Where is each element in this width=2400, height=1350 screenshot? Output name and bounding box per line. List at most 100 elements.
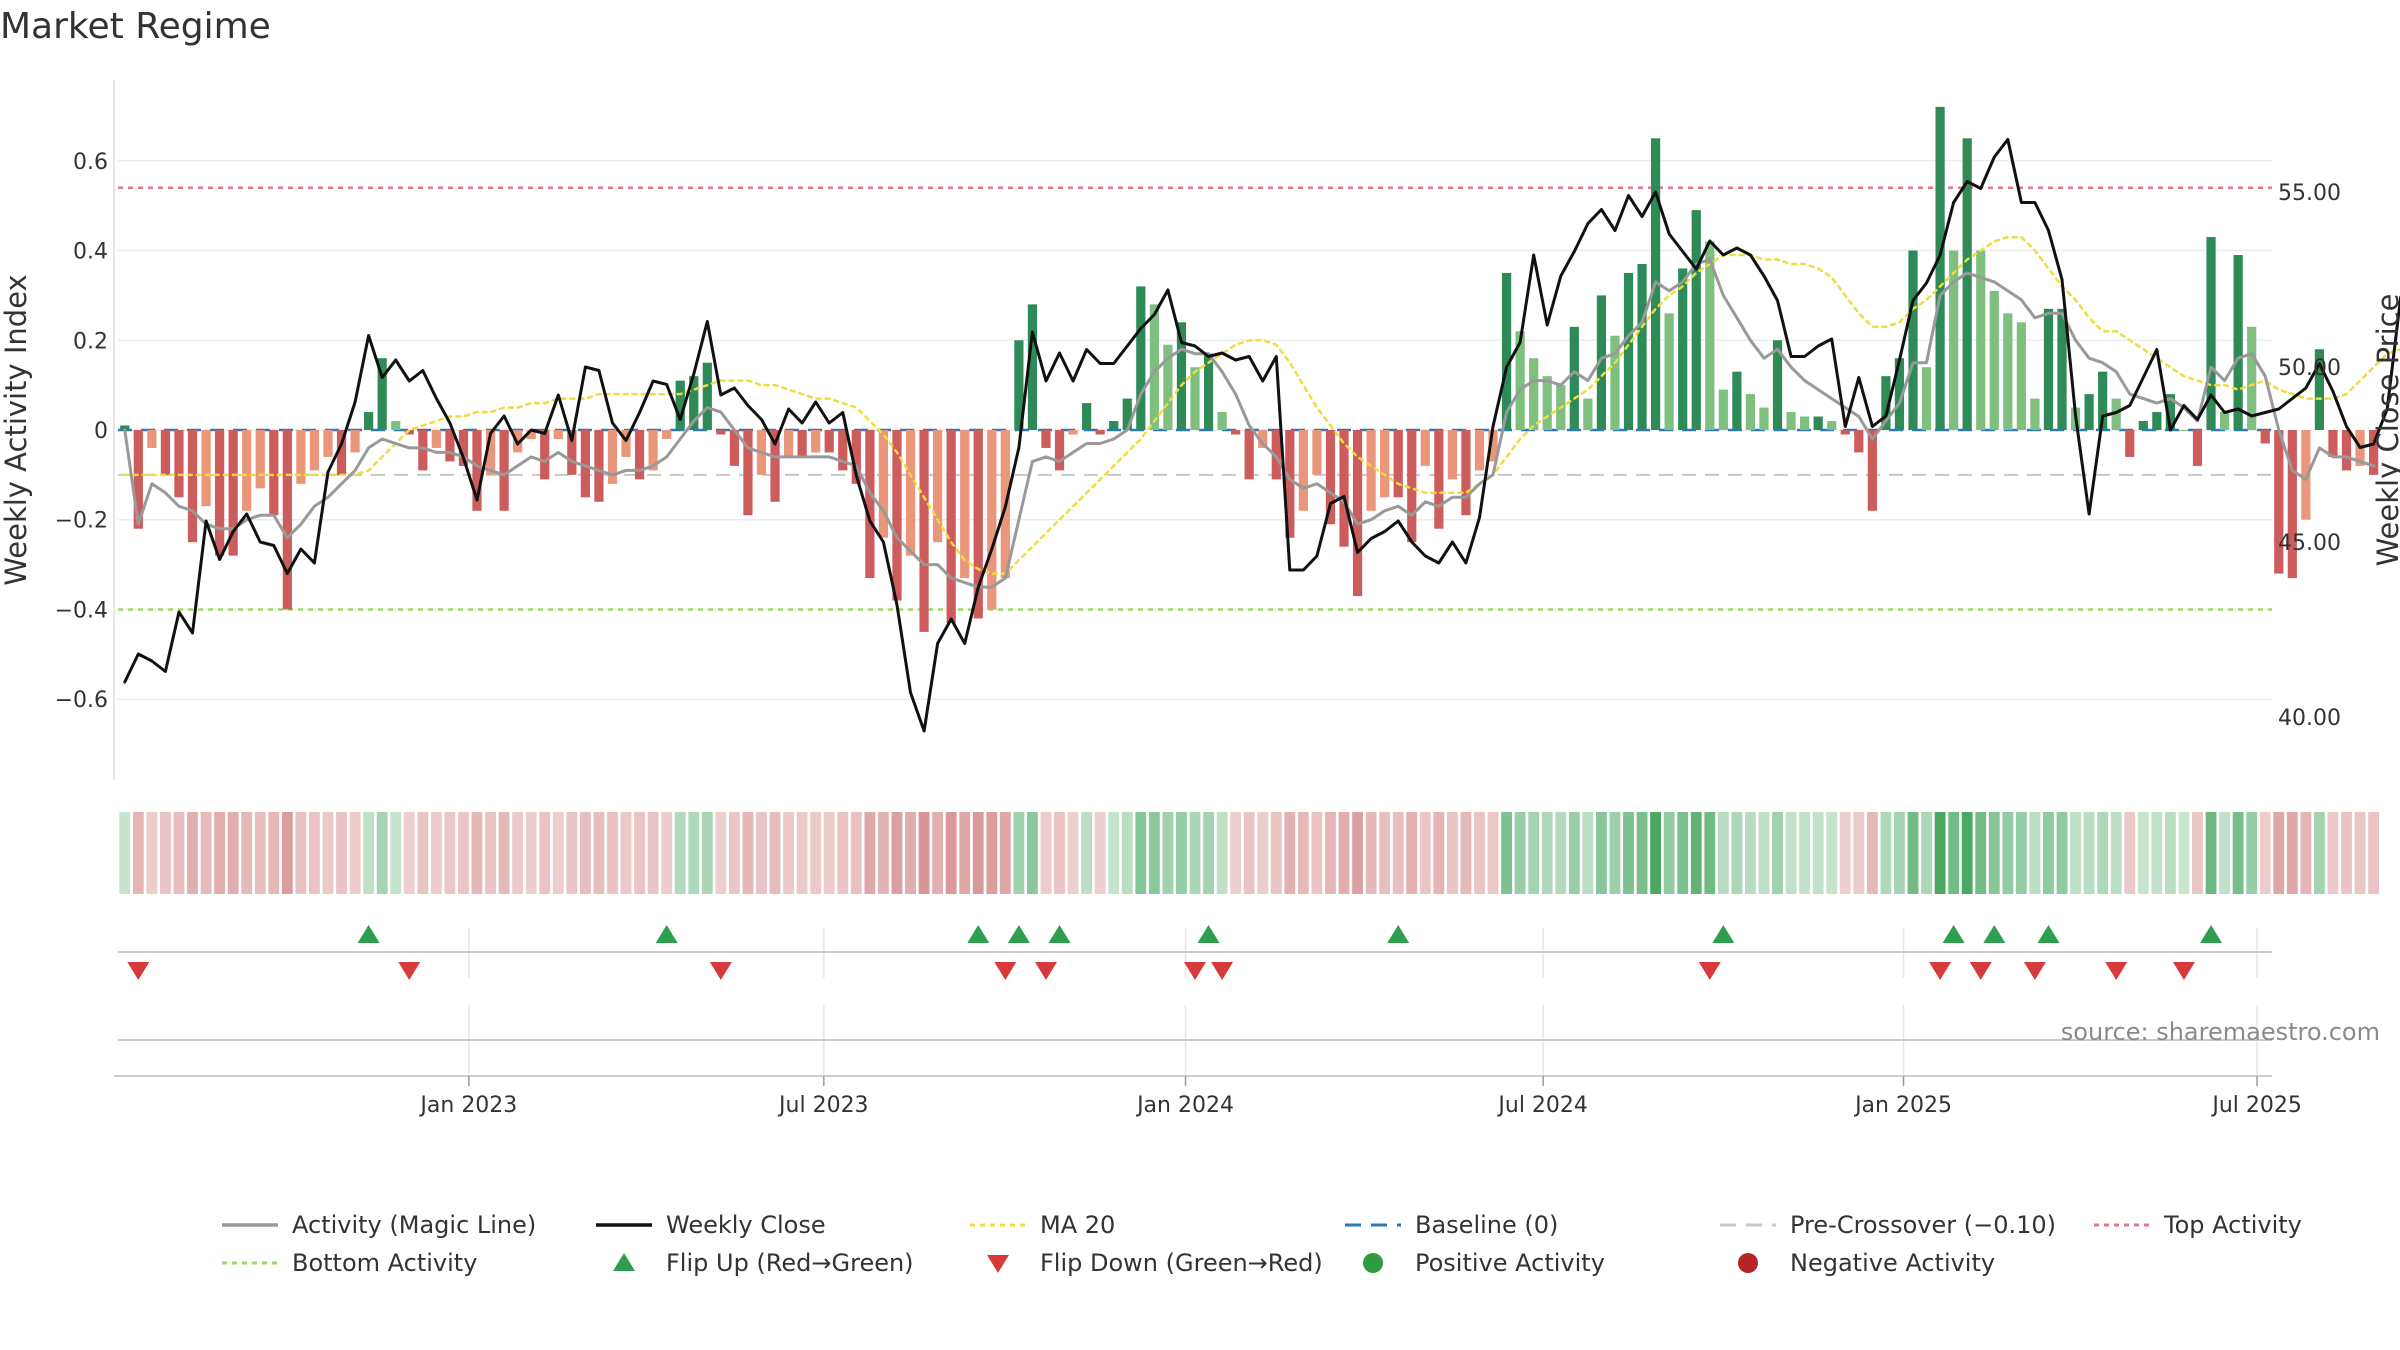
regime-strip-cell (783, 812, 795, 894)
activity-bar (1908, 250, 1918, 430)
regime-strip-cell (1189, 812, 1201, 894)
flip-up-marker (1048, 925, 1071, 943)
legend-swatch (1738, 1253, 1758, 1273)
legend-item: Flip Up (Red→Green) (613, 1249, 914, 1277)
regime-strip-cell (891, 812, 903, 894)
activity-bar (364, 412, 374, 430)
y-right-tick-label: 55.00 (2278, 181, 2341, 206)
activity-bar (458, 430, 469, 466)
activity-bar (892, 430, 902, 601)
activity-bar (499, 430, 509, 511)
regime-strip-cell (837, 812, 849, 894)
regime-strip-cell (1027, 812, 1038, 894)
regime-strip-cell (512, 812, 524, 894)
activity-bar (1691, 210, 1701, 430)
activity-bar (567, 430, 577, 475)
regime-strip-cell (2056, 812, 2068, 894)
activity-bar (1366, 430, 1376, 511)
activity-bar (2111, 398, 2121, 430)
y-left-tick-label: 0.6 (73, 150, 108, 175)
activity-bar (716, 430, 726, 435)
y-left-tick-label: −0.4 (55, 598, 108, 623)
flip-up-marker (2200, 925, 2223, 943)
regime-strip-cell (620, 812, 632, 894)
source-credit: source: sharemaestro.com (2061, 1018, 2380, 1046)
activity-bar (2314, 349, 2325, 430)
activity-bar (309, 430, 320, 471)
series-lines (123, 138, 2400, 733)
regime-strip-cell (363, 812, 375, 894)
regime-strip-cell (2368, 812, 2380, 894)
regime-strip-cell (539, 812, 551, 894)
regime-strip-cell (2219, 812, 2231, 894)
legend-item: Pre-Crossover (−0.10) (1720, 1211, 2056, 1239)
activity-bar (1881, 376, 1891, 430)
activity-bar (2260, 430, 2270, 444)
activity-bar (2274, 430, 2284, 574)
regime-strip-cell (498, 812, 510, 894)
activity-bar (201, 430, 211, 507)
activity-bar (2301, 430, 2311, 520)
regime-strip-cell (1623, 812, 1634, 894)
legend-label: Flip Up (Red→Green) (666, 1249, 914, 1277)
activity-bar (811, 430, 821, 453)
activity-bar (1705, 241, 1715, 430)
activity-bar (296, 430, 306, 484)
flip-up-marker (1942, 925, 1965, 943)
regime-strip-cell (295, 812, 307, 894)
regime-strip-cell (1717, 812, 1729, 894)
activity-bar (1745, 394, 1756, 430)
regime-strip-cell (281, 812, 293, 894)
flip-down-marker (398, 962, 421, 980)
regime-strip-cell (254, 812, 266, 894)
regime-strip-cell (1812, 812, 1824, 894)
regime-strip (119, 812, 2380, 894)
regime-strip-cell (1866, 812, 1878, 894)
activity-bar (1921, 367, 1932, 430)
activity-bar (1041, 430, 1051, 448)
regime-strip-cell (1663, 812, 1675, 894)
flip-down-marker (1969, 962, 1992, 980)
activity-bar (1962, 138, 1972, 431)
regime-strip-cell (1501, 812, 1513, 894)
activity-bar (634, 430, 645, 480)
activity-bar (2192, 430, 2203, 466)
activity-bar (743, 430, 753, 516)
activity-bar (2138, 421, 2148, 430)
regime-strip-cell (986, 812, 998, 894)
activity-bar (905, 430, 916, 556)
regime-strip-cell (634, 812, 645, 894)
regime-strip-cell (1081, 812, 1093, 894)
regime-strip-cell (525, 812, 537, 894)
activity-bar (824, 430, 834, 453)
flip-down-marker (1034, 962, 1057, 980)
activity-bar (120, 425, 130, 430)
activity-bar (174, 430, 184, 498)
regime-strip-cell (1961, 812, 1973, 894)
regime-strip-cell (579, 812, 591, 894)
flip-up-marker (1007, 925, 1030, 943)
activity-bar (418, 430, 428, 471)
regime-strip-cell (458, 812, 469, 894)
flip-down-marker (709, 962, 732, 980)
activity-bar (932, 430, 943, 543)
flip-down-marker (2023, 962, 2046, 980)
flip-up-marker (1983, 925, 2006, 943)
regime-strip-cell (1203, 812, 1214, 894)
regime-strip-cell (1365, 812, 1377, 894)
activity-bar (1176, 322, 1187, 430)
activity-bar (282, 430, 292, 610)
x-tick-label: Jan 2025 (1853, 1093, 1952, 1118)
y-right-axis-title: Weekly Close Price (2371, 294, 2400, 567)
activity-bar (404, 430, 414, 435)
regime-strip-cell (2246, 812, 2258, 894)
regime-strip-cell (1582, 812, 1594, 894)
regime-strip-cell (2070, 812, 2081, 894)
regime-strip-cell (403, 812, 415, 894)
legend-item: Activity (Magic Line) (222, 1211, 536, 1239)
regime-strip-cell (945, 812, 957, 894)
regime-strip-cell (471, 812, 483, 894)
activity-bar (662, 430, 672, 439)
activity-bar (2233, 255, 2243, 430)
legend-label: Flip Down (Green→Red) (1040, 1249, 1323, 1277)
